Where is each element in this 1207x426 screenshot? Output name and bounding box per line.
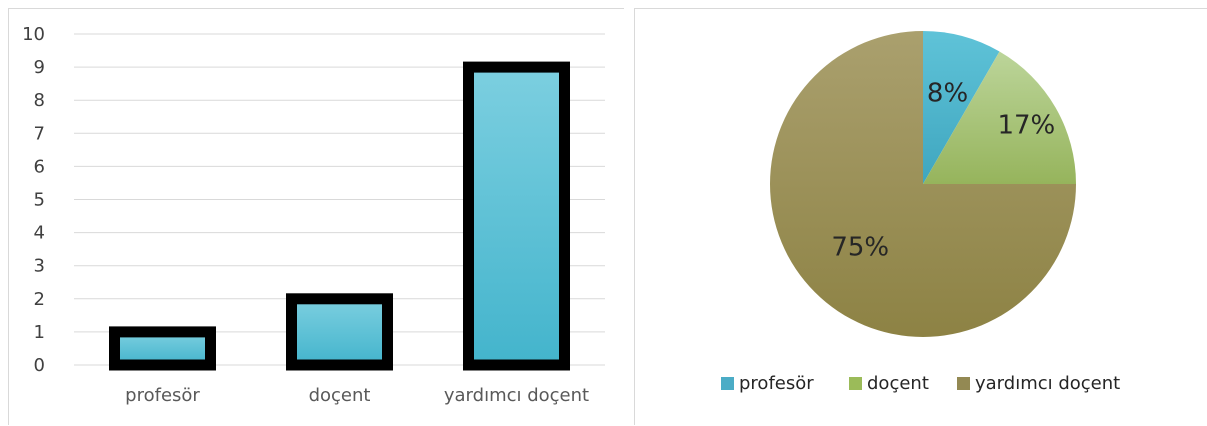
bar-2 xyxy=(463,61,570,371)
legend-swatch xyxy=(957,377,970,390)
x-category-label: doçent xyxy=(309,385,371,406)
y-tick-label: 10 xyxy=(22,24,45,45)
y-tick-label: 6 xyxy=(34,156,45,177)
y-tick-label: 0 xyxy=(34,355,45,376)
bar-chart-panel: 0 1 2 3 4 5 6 7 8 9 10 profesör doçent yardımcı doçen… xyxy=(8,8,624,425)
legend-swatch xyxy=(721,377,734,390)
y-tick-label: 1 xyxy=(34,322,45,343)
x-category-label: yardımcı doçent xyxy=(444,385,589,406)
y-tick-label: 5 xyxy=(34,190,45,211)
pie-slice-0 xyxy=(923,31,1000,184)
pie-data-label: 75% xyxy=(831,233,889,263)
x-category-label: profesör xyxy=(125,385,200,406)
pie-slice-1 xyxy=(923,51,1076,185)
bar-0 xyxy=(109,326,216,371)
pie-slice-2 xyxy=(770,31,1076,337)
y-tick-label: 8 xyxy=(34,90,45,111)
bar-1 xyxy=(286,293,393,371)
legend-swatch xyxy=(849,377,862,390)
y-tick-label: 9 xyxy=(34,57,45,78)
pie-chart: 8% 17% 75% profesör doçent yardımcı doçent xyxy=(721,31,1120,394)
pie-data-label: 8% xyxy=(927,78,968,108)
legend-label: yardımcı doçent xyxy=(975,373,1120,394)
pie-data-label: 17% xyxy=(997,110,1055,140)
y-tick-label: 7 xyxy=(34,123,45,144)
bar-chart: 0 1 2 3 4 5 6 7 8 9 10 profesör doçent yardımcı doçen… xyxy=(22,24,605,406)
y-tick-label: 4 xyxy=(34,223,45,244)
legend-label: doçent xyxy=(867,373,929,394)
pie-chart-panel: 8% 17% 75% profesör doçent yardımcı doçent xyxy=(634,8,1207,425)
legend-label: profesör xyxy=(739,373,814,394)
y-tick-label: 2 xyxy=(34,289,45,310)
y-tick-label: 3 xyxy=(34,256,45,277)
